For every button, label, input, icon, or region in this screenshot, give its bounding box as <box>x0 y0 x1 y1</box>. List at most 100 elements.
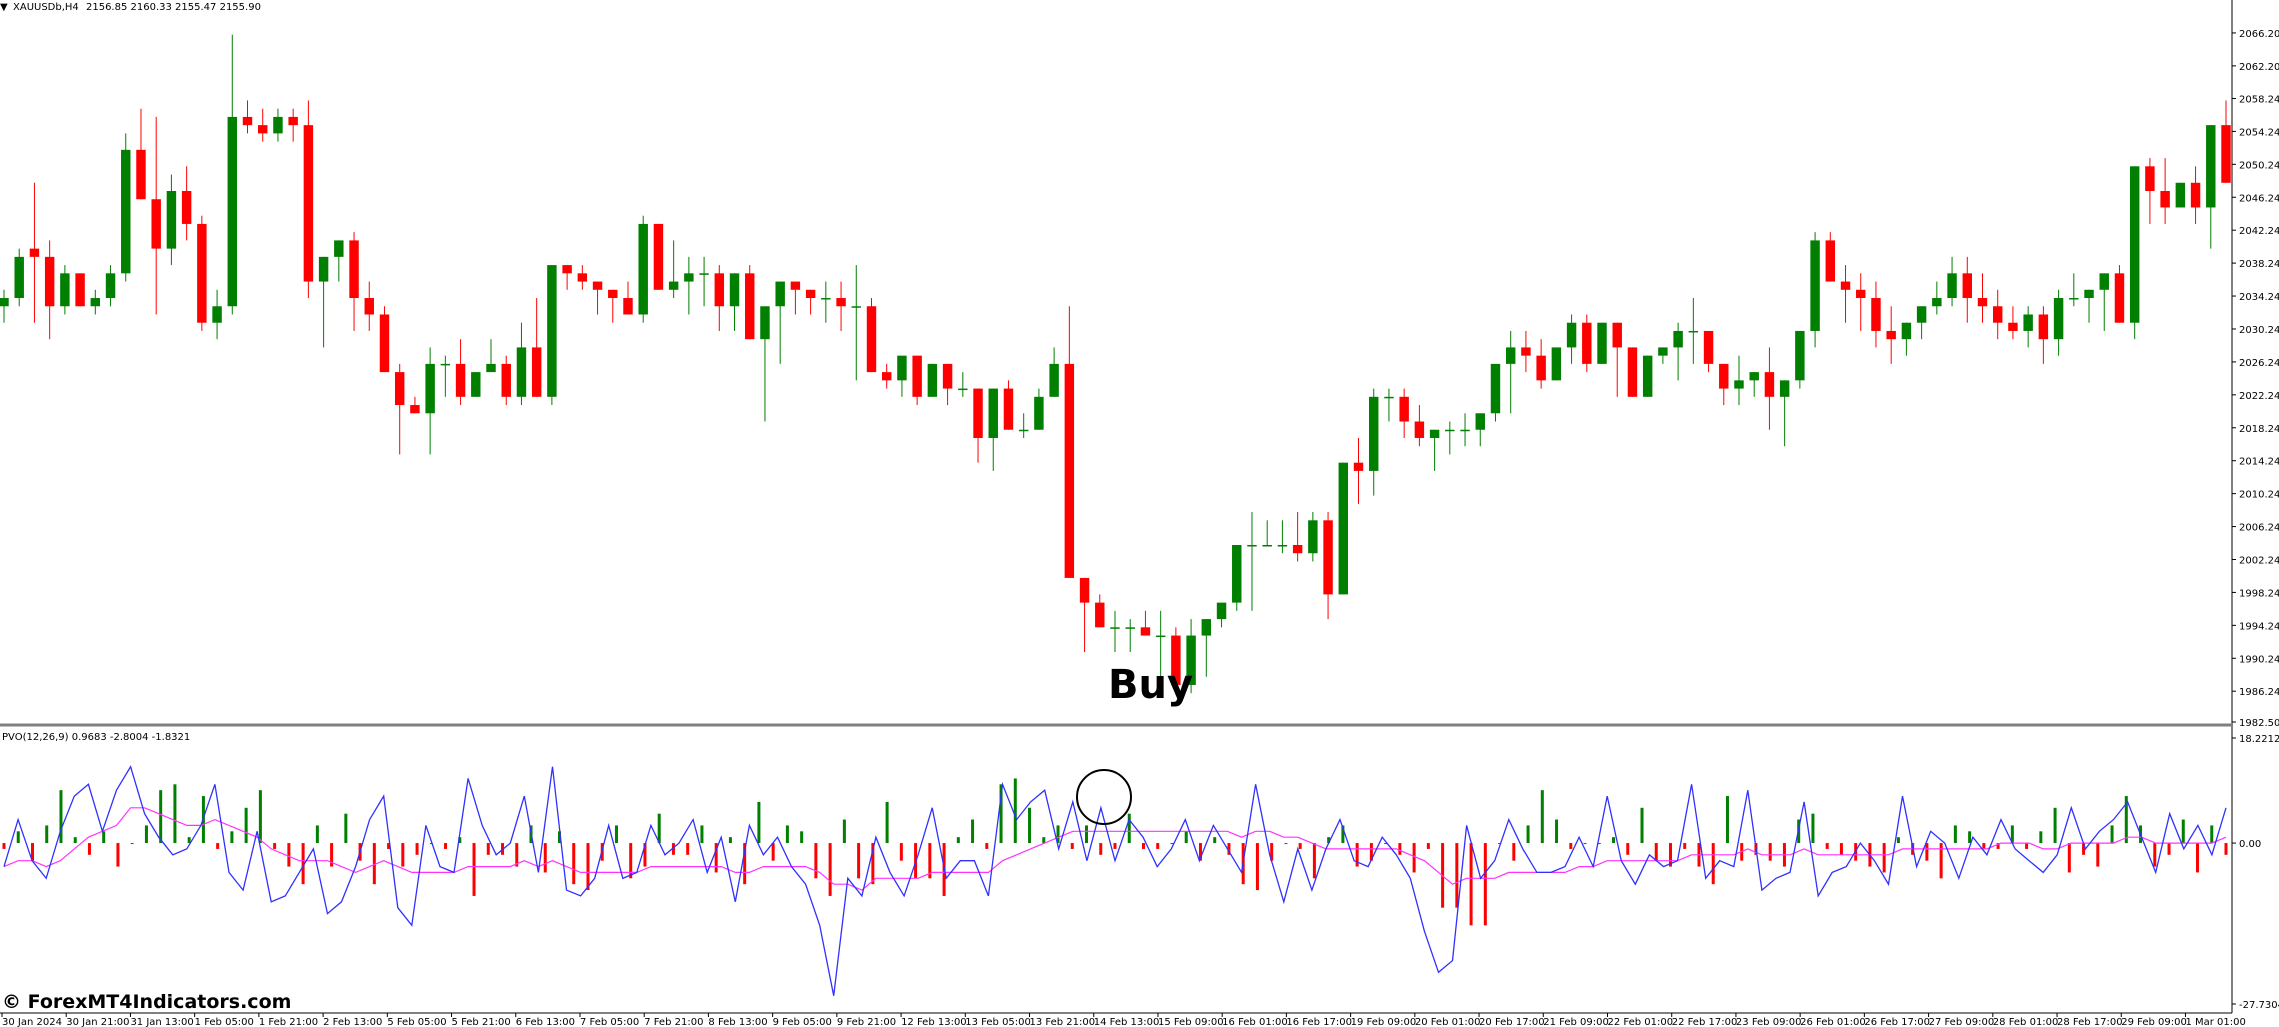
candle[interactable] <box>1292 512 1303 562</box>
candle[interactable] <box>1703 330 1714 373</box>
candle[interactable] <box>242 100 253 134</box>
candle[interactable] <box>866 298 877 373</box>
candle[interactable] <box>1003 380 1014 430</box>
candle[interactable] <box>1110 610 1120 653</box>
candle[interactable] <box>197 215 207 331</box>
candle[interactable] <box>1566 314 1577 364</box>
candle[interactable] <box>1232 545 1242 611</box>
candle[interactable] <box>1658 347 1668 364</box>
candle[interactable] <box>0 289 9 323</box>
candle[interactable] <box>2038 306 2049 364</box>
candle[interactable] <box>349 232 359 331</box>
candle[interactable] <box>1992 289 2003 340</box>
candle[interactable] <box>394 363 405 455</box>
symbol-dropdown-icon[interactable]: ▼ <box>0 2 8 13</box>
candle[interactable] <box>1140 610 1151 636</box>
candle[interactable] <box>2129 166 2140 340</box>
candle[interactable] <box>455 339 466 406</box>
candle[interactable] <box>273 108 283 142</box>
candle[interactable] <box>1171 627 1181 685</box>
candle[interactable] <box>1627 347 1638 397</box>
candle[interactable] <box>531 298 542 397</box>
candle[interactable] <box>2206 125 2216 249</box>
candle[interactable] <box>729 273 740 331</box>
candle[interactable] <box>942 363 953 406</box>
candle[interactable] <box>44 240 55 340</box>
candle[interactable] <box>2160 158 2170 224</box>
candle[interactable] <box>592 281 603 315</box>
candle[interactable] <box>1262 520 1272 547</box>
candle[interactable] <box>410 396 420 414</box>
candle[interactable] <box>805 289 816 315</box>
candle[interactable] <box>1642 355 1653 397</box>
candle[interactable] <box>1932 281 1942 315</box>
candle[interactable] <box>1277 520 1288 554</box>
candle[interactable] <box>790 281 801 315</box>
candle[interactable] <box>2008 306 2018 340</box>
candle[interactable] <box>1445 421 1455 455</box>
candle[interactable] <box>318 256 329 348</box>
candle[interactable] <box>1323 512 1333 620</box>
candle[interactable] <box>1414 405 1425 447</box>
candle[interactable] <box>1034 388 1044 430</box>
candle[interactable] <box>1597 322 1607 364</box>
candle[interactable] <box>1719 363 1729 406</box>
candle[interactable] <box>1688 298 1699 364</box>
candle[interactable] <box>1551 347 1562 381</box>
candle[interactable] <box>1490 363 1501 422</box>
candle[interactable] <box>425 347 435 455</box>
candle[interactable] <box>2084 289 2094 323</box>
candle[interactable] <box>471 372 481 397</box>
candle[interactable] <box>577 265 588 290</box>
candle[interactable] <box>1673 322 1683 381</box>
candle[interactable] <box>745 265 755 340</box>
candle[interactable] <box>562 265 572 290</box>
candle[interactable] <box>2099 273 2109 331</box>
candle[interactable] <box>1582 314 1592 373</box>
candle[interactable] <box>699 256 709 307</box>
candle[interactable] <box>1186 619 1196 694</box>
candle[interactable] <box>1886 306 1896 364</box>
candle[interactable] <box>516 322 527 406</box>
candle[interactable] <box>1916 306 1927 340</box>
candle[interactable] <box>1612 322 1622 397</box>
candle[interactable] <box>1977 273 1988 323</box>
candle[interactable] <box>608 289 618 323</box>
candle[interactable] <box>1399 388 1409 438</box>
candle[interactable] <box>668 240 679 299</box>
candle[interactable] <box>1810 232 1820 348</box>
candle[interactable] <box>775 281 785 364</box>
candle[interactable] <box>623 281 633 315</box>
candle[interactable] <box>440 355 451 397</box>
candle[interactable] <box>29 182 40 323</box>
candle[interactable] <box>1536 339 1546 389</box>
candle[interactable] <box>105 265 116 307</box>
candle[interactable] <box>638 215 648 323</box>
candle[interactable] <box>121 133 131 282</box>
candle[interactable] <box>1947 256 1957 307</box>
candle[interactable] <box>1216 602 1227 628</box>
candle[interactable] <box>1338 462 1349 595</box>
candle[interactable] <box>151 116 161 315</box>
candle[interactable] <box>547 265 557 406</box>
candle[interactable] <box>1429 429 1440 471</box>
candle[interactable] <box>897 355 907 397</box>
candle[interactable] <box>2069 273 2079 307</box>
candle[interactable] <box>821 281 831 323</box>
candle[interactable] <box>988 388 998 471</box>
candle[interactable] <box>653 223 664 290</box>
candle[interactable] <box>2190 166 2201 224</box>
candle[interactable] <box>2114 265 2125 323</box>
candle[interactable] <box>90 289 101 315</box>
candle[interactable] <box>2145 158 2155 224</box>
candle[interactable] <box>1475 413 1485 447</box>
candle[interactable] <box>927 363 938 397</box>
candle[interactable] <box>1049 347 1059 397</box>
candle[interactable] <box>75 273 85 307</box>
candle[interactable] <box>1521 330 1531 373</box>
candle[interactable] <box>836 281 846 331</box>
candle[interactable] <box>958 372 968 397</box>
candle[interactable] <box>1460 413 1470 447</box>
